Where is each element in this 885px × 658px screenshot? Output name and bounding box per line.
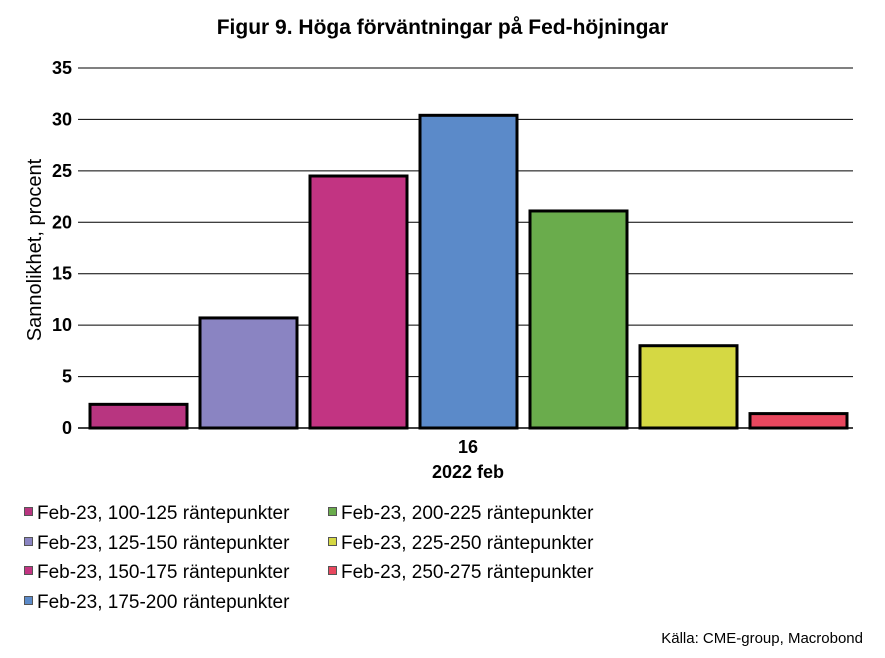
legend-label: Feb-23, 100-125 räntepunkter (37, 503, 290, 524)
bar-1 (88, 402, 189, 430)
legend-item: Feb-23, 100-125 räntepunkter (24, 503, 289, 525)
bars (88, 113, 849, 430)
y-tick-label: 20 (52, 212, 72, 232)
legend-label: Feb-23, 250-275 räntepunkter (341, 562, 594, 583)
bar-4 (418, 113, 519, 430)
bar-3 (308, 174, 409, 430)
x-category-label: 16 (458, 437, 478, 457)
y-axis-label: Sannolikhet, procent (24, 158, 46, 341)
legend-swatch (24, 566, 33, 576)
legend-item: Feb-23, 225-250 räntepunkter (328, 533, 593, 555)
legend-label: Feb-23, 175-200 räntepunkter (37, 591, 290, 613)
bar-chart: 0 5 10 15 20 25 30 35 Sannolikhet, procent 16 2… (24, 58, 853, 482)
bar-5 (528, 209, 629, 430)
source-note: Källa: CME-group, Macrobond (661, 630, 863, 647)
legend-swatch (24, 595, 33, 605)
y-tick-label: 35 (52, 58, 72, 78)
legend-swatch (328, 507, 337, 517)
bar-7 (748, 412, 849, 430)
legend-label: Feb-23, 150-175 räntepunkter (37, 562, 290, 583)
legend-swatch (328, 536, 337, 546)
legend-item: Feb-23, 150-175 räntepunkter (24, 562, 289, 584)
y-tick-label: 25 (52, 161, 72, 181)
legend-item: Feb-23, 200-225 räntepunkter (328, 503, 593, 525)
y-tick-label: 30 (52, 109, 72, 129)
legend-swatch (24, 536, 33, 546)
legend-label: Feb-23, 200-225 räntepunkter (341, 503, 594, 524)
legend-item: Feb-23, 175-200 räntepunkter (24, 592, 289, 614)
y-axis-ticks: 0 5 10 15 20 25 30 35 (52, 58, 72, 438)
y-tick-label: 0 (62, 418, 72, 438)
chart-title: Figur 9. Höga förväntningar på Fed-höjni… (216, 16, 669, 39)
y-tick-label: 10 (52, 315, 72, 335)
legend-label: Feb-23, 125-150 räntepunkter (37, 532, 290, 554)
y-tick-label: 15 (52, 264, 72, 284)
legend-label: Feb-23, 225-250 räntepunkter (341, 532, 594, 554)
legend-swatch (24, 507, 33, 517)
bar-2 (198, 316, 299, 430)
bar-6 (638, 344, 739, 430)
x-axis-label: 2022 feb (432, 462, 504, 482)
legend-swatch (328, 566, 337, 576)
legend-item: Feb-23, 250-275 räntepunkter (328, 562, 593, 584)
y-tick-label: 5 (62, 367, 72, 387)
legend-item: Feb-23, 125-150 räntepunkter (24, 533, 289, 555)
